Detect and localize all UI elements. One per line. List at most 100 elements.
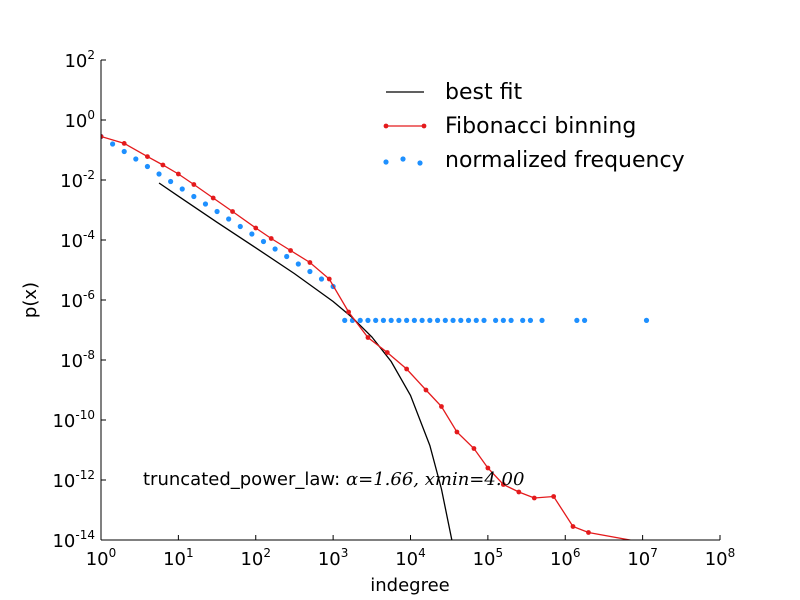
y-tick-label: 100 <box>64 108 95 132</box>
frequency-point <box>481 317 487 323</box>
legend-fibonacci-label: Fibonacci binning <box>445 114 636 139</box>
x-tick-label: 101 <box>163 546 194 570</box>
y-axis-label: p(x) <box>20 282 41 318</box>
x-tick-label: 100 <box>86 546 117 570</box>
frequency-point <box>500 317 506 323</box>
fibonacci-point <box>307 260 313 265</box>
x-axis-label: indegree <box>370 575 450 596</box>
frequency-point <box>427 317 433 323</box>
fibonacci-point <box>346 309 351 315</box>
annotation-prefix: truncated_power_law: <box>143 469 346 490</box>
fibonacci-point <box>586 530 591 535</box>
plot-area <box>101 133 650 546</box>
fibonacci-point <box>253 225 259 231</box>
y-tick-label: 10-4 <box>60 228 95 252</box>
annotation-alpha-value: =1.66, <box>358 469 425 490</box>
frequency-point <box>373 317 379 323</box>
legend-frequency-marker-3 <box>417 160 423 166</box>
frequency-point <box>396 317 402 323</box>
fibonacci-point <box>210 195 216 201</box>
legend-frequency-marker-1 <box>383 159 389 165</box>
legend-frequency-marker-2 <box>400 156 406 162</box>
fibonacci-point <box>145 154 150 160</box>
frequency-point <box>179 186 185 192</box>
fibonacci-point <box>471 446 477 451</box>
frequency-point <box>295 261 301 267</box>
frequency-point <box>237 223 243 230</box>
legend: best fit Fibonacci binning normalized fr… <box>383 80 685 173</box>
x-tick-label: 103 <box>318 546 349 570</box>
fibonacci-point <box>160 162 166 168</box>
x-tick-label: 106 <box>550 546 581 570</box>
frequency-point <box>168 178 174 185</box>
frequency-point <box>419 317 425 323</box>
fibonacci-point <box>268 236 274 241</box>
legend-frequency-label: normalized frequency <box>445 148 685 173</box>
fibonacci-point <box>404 366 410 372</box>
frequency-point <box>539 317 545 323</box>
frequency-point <box>249 231 255 237</box>
y-tick-label: 10-2 <box>60 168 95 192</box>
frequency-point <box>520 317 526 323</box>
frequency-point <box>574 317 580 323</box>
frequency-point <box>133 156 139 162</box>
fibonacci-point <box>485 465 491 471</box>
annotation-xmin-symbol: xmin <box>425 469 470 490</box>
frequency-point <box>388 317 394 323</box>
legend-fibonacci-marker-left <box>383 123 389 129</box>
annotation-xmin-value: =4.00 <box>469 469 524 490</box>
frequency-point <box>202 201 209 207</box>
frequency-point <box>156 171 162 177</box>
frequency-point <box>110 141 116 147</box>
y-tick-label: 10-12 <box>52 468 95 492</box>
x-tick-label: 102 <box>240 546 271 570</box>
frequency-point <box>465 317 472 323</box>
fibonacci-point <box>454 429 460 435</box>
fibonacci-point <box>551 494 557 499</box>
fibonacci-point <box>423 387 429 393</box>
frequency-point <box>284 253 290 260</box>
frequency-point <box>581 317 588 323</box>
legend-best-fit-label: best fit <box>445 80 522 105</box>
frequency-point <box>121 148 127 155</box>
y-tick-label: 10-8 <box>60 348 95 372</box>
frequency-point <box>508 317 514 323</box>
fibonacci-point <box>384 350 390 355</box>
plot-clipped-group <box>101 133 650 546</box>
fibonacci-point <box>365 335 371 340</box>
fibonacci-point <box>644 541 649 546</box>
annotation-alpha-symbol: α <box>346 469 358 490</box>
fibonacci-point <box>531 495 537 501</box>
x-tick-label: 104 <box>395 546 426 570</box>
fibonacci-point <box>570 524 576 529</box>
frequency-point <box>450 317 456 323</box>
frequency-point <box>643 317 650 323</box>
legend-fibonacci-marker-right <box>421 123 427 129</box>
fibonacci-point <box>500 482 506 487</box>
frequency-point <box>214 208 220 215</box>
frequency-point <box>357 317 363 323</box>
fibonacci-point <box>439 404 444 409</box>
frequency-point <box>411 317 417 323</box>
frequency-point <box>342 317 348 323</box>
frequency-point <box>144 163 151 170</box>
y-tick-label: 102 <box>64 48 95 72</box>
frequency-point <box>442 317 448 323</box>
frequency-point <box>272 246 278 252</box>
fibonacci-point <box>175 171 181 177</box>
best-fit-line <box>158 182 453 540</box>
fibonacci-point <box>230 209 235 214</box>
fibonacci-point <box>516 489 522 495</box>
frequency-point <box>307 268 313 275</box>
fit-annotation: truncated_power_law: α=1.66, xmin=4.00 <box>143 469 524 490</box>
fibonacci-point <box>101 134 104 139</box>
frequency-point <box>191 193 197 200</box>
fibonacci-point <box>326 276 332 282</box>
x-tick-label: 108 <box>705 546 736 570</box>
frequency-point <box>404 317 410 323</box>
frequency-point <box>226 216 232 222</box>
frequency-point <box>493 317 499 323</box>
frequency-point <box>527 317 534 323</box>
x-tick-label: 105 <box>473 546 504 570</box>
